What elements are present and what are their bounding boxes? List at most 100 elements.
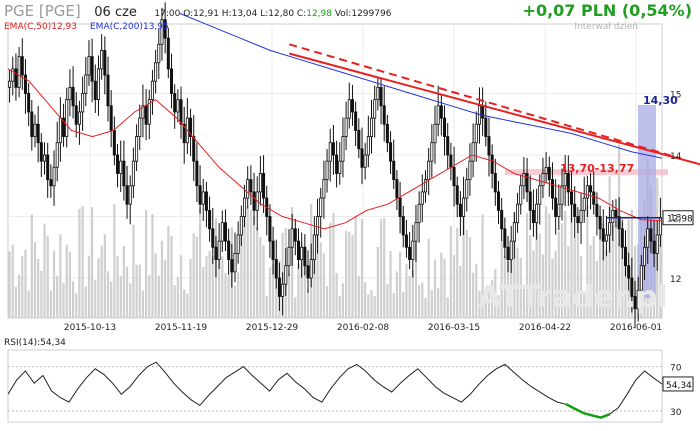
volume-bar — [500, 240, 503, 318]
volume-bar — [157, 275, 160, 318]
volume-bar — [240, 225, 243, 318]
volume-bar — [160, 240, 164, 318]
volume-bar — [300, 242, 303, 318]
candle-body — [509, 240, 513, 260]
candle-body — [201, 191, 205, 205]
candle-body — [252, 191, 256, 211]
candle-body — [109, 105, 113, 131]
volume-bar — [144, 210, 148, 318]
volume-bar — [491, 280, 494, 318]
candle-body — [516, 203, 520, 224]
header-date: 06 cze — [94, 5, 137, 20]
annotations: 13,70-13,77 14,30 12,98 — [560, 94, 694, 226]
candle-body — [8, 80, 12, 88]
volume-bar — [30, 214, 33, 318]
candle-body — [71, 86, 75, 107]
rsi-tick-label: 30 — [670, 408, 682, 418]
candle-body — [560, 185, 564, 205]
volume-bar — [376, 246, 379, 318]
x-tick-label: 2015-12-29 — [246, 323, 299, 333]
candle-body — [436, 105, 440, 125]
candle-body — [287, 246, 291, 267]
y-tick-label: 12 — [670, 275, 681, 285]
volume-bar — [351, 235, 354, 318]
candle-body — [354, 111, 358, 131]
volume-bar — [602, 223, 605, 318]
candle-body — [468, 160, 472, 181]
volume-bar — [94, 280, 97, 318]
volume-bar — [462, 209, 465, 318]
candle-body — [404, 234, 408, 248]
volume-bar — [192, 233, 195, 318]
volume-bar — [294, 297, 297, 318]
interval-label[interactable]: Interwał dzień — [574, 22, 638, 32]
candle-body — [646, 228, 650, 248]
volume-bar — [164, 259, 167, 318]
volume-bar — [113, 204, 116, 318]
volume-bar — [141, 290, 145, 318]
ohlc-readout: 17:00 O:12,91 H:13,04 L:12,80 C:12,98 Vo… — [154, 9, 391, 19]
volume-bar — [8, 251, 11, 318]
candle-body — [214, 246, 218, 260]
volume-bar — [545, 206, 548, 318]
volume-bar — [24, 249, 27, 318]
candle-body — [316, 216, 320, 236]
candle-body — [417, 203, 421, 224]
candle-body — [319, 197, 323, 217]
volume-bar — [386, 284, 389, 318]
volume-bar — [46, 235, 49, 318]
volume-bar — [532, 250, 535, 318]
watermark: ATTrader.pl — [478, 280, 668, 315]
x-tick-label: 2015-11-19 — [155, 323, 208, 333]
candle-body — [39, 142, 43, 162]
volume-bar — [221, 256, 224, 318]
candle-body — [544, 166, 548, 174]
volume-bar — [471, 272, 475, 318]
candle-body — [106, 74, 110, 107]
candle-body — [430, 142, 434, 162]
x-tick-label: 2016-03-15 — [428, 323, 480, 333]
volume-bar — [519, 257, 522, 318]
volume-bar — [341, 283, 345, 318]
target-bar — [638, 105, 656, 298]
candle-body — [398, 197, 402, 217]
volume-bar — [430, 289, 433, 318]
candle-body — [373, 99, 377, 119]
candle-body — [490, 154, 494, 174]
candle-body — [341, 136, 345, 162]
candle-body — [338, 160, 342, 174]
volume-bar — [256, 226, 259, 318]
volume-bar — [265, 295, 268, 318]
volume-bar — [421, 282, 424, 318]
volume-bar — [443, 258, 446, 318]
volume-bar — [459, 265, 462, 318]
candle-body — [258, 173, 262, 193]
candle-body — [90, 56, 94, 82]
candle-body — [141, 105, 145, 119]
volume-bar — [297, 263, 300, 318]
candle-body — [598, 216, 602, 230]
candle-body — [138, 117, 142, 137]
candle-body — [192, 136, 196, 162]
rsi-value-box — [662, 376, 694, 392]
candle-body — [462, 197, 466, 217]
candle-body — [579, 209, 583, 224]
volume-bar — [367, 294, 370, 318]
candle-body — [443, 117, 447, 137]
rsi-legend: RSI(14):54,34 — [4, 338, 66, 348]
candle-body — [303, 246, 307, 267]
volume-bar — [557, 231, 560, 318]
volume-bar — [21, 255, 24, 318]
volume-bar — [427, 238, 430, 318]
chart-header: PGE [PGE] 06 cze 17:00 O:12,91 H:13,04 L… — [4, 2, 391, 20]
volume-bar — [52, 250, 56, 318]
candle-body — [195, 160, 199, 187]
candle-body — [535, 203, 539, 224]
candle-body — [522, 173, 526, 187]
candle-body — [335, 154, 339, 174]
volume-bar — [357, 276, 360, 318]
candle-body — [122, 160, 126, 187]
candle-body — [65, 99, 69, 137]
candle-body — [512, 222, 516, 242]
candle-body — [401, 216, 405, 236]
